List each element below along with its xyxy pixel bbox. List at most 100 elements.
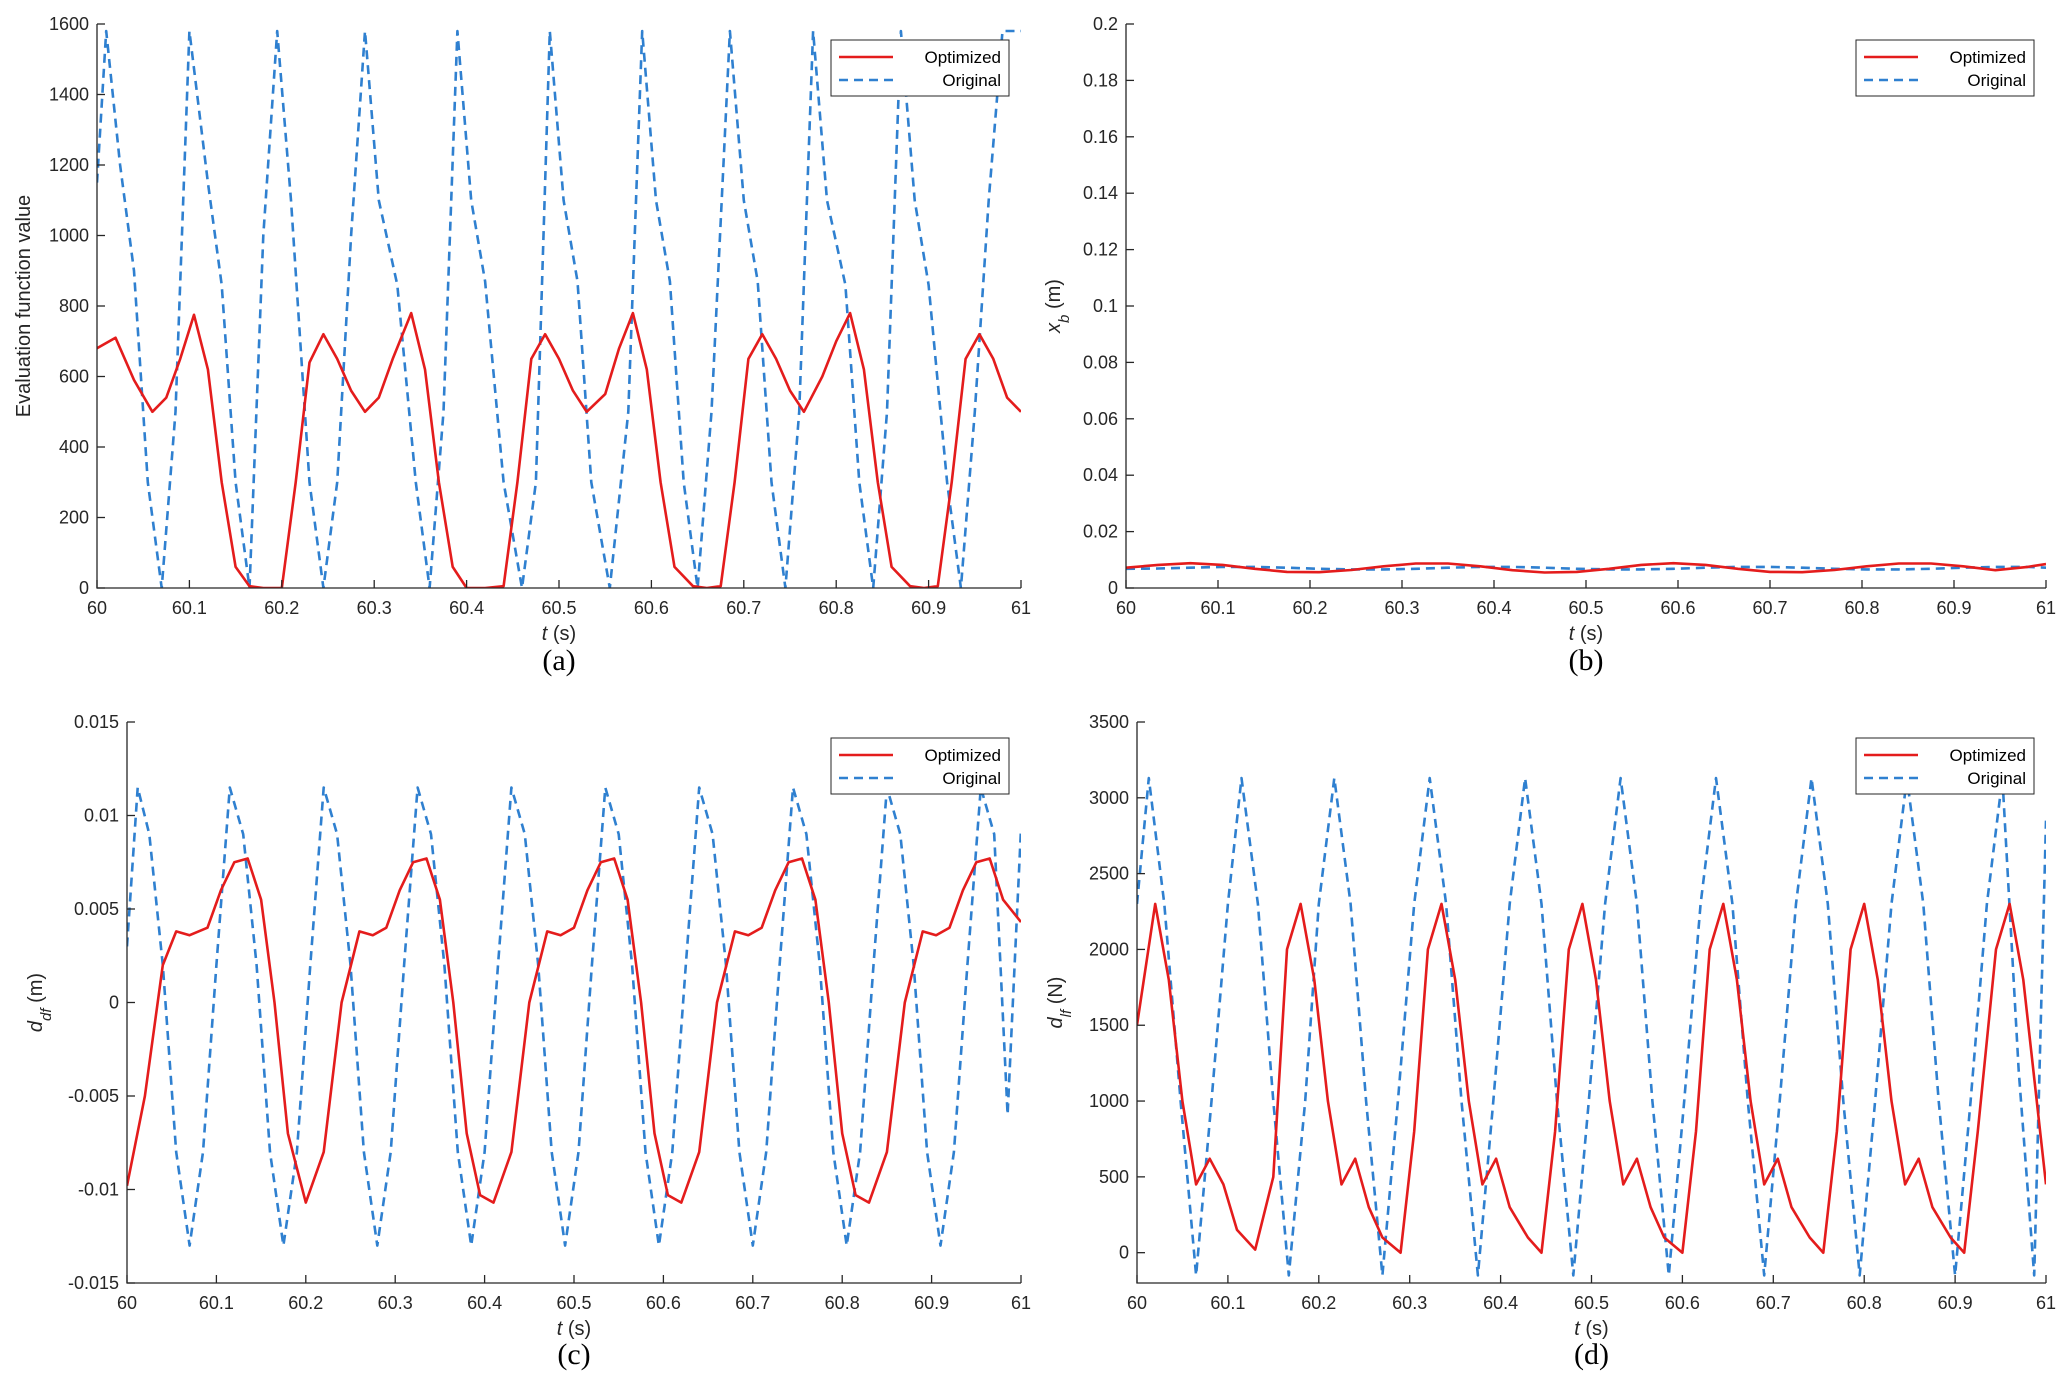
series-line-original (97, 29, 1021, 588)
x-tick-label: 61 (1011, 1293, 1031, 1313)
chart-a: 60 60.1 60.2 60.3 60.4 60.5 60.6 60.7 60.8 60.9 61… (13, 14, 1031, 677)
x-axis-label: t (s) (557, 1318, 591, 1340)
x-tick-label: 60.3 (378, 1293, 413, 1313)
x-tick-label: 60.4 (467, 1293, 502, 1313)
axes-frame (1125, 24, 2046, 589)
x-tick-label: 61 (1011, 598, 1031, 618)
x-tick-label: 60.1 (172, 598, 207, 618)
x-tick-label: 60.6 (1660, 598, 1695, 618)
x-tick-label: 60.6 (634, 598, 669, 618)
series-line-optimized (1126, 561, 2046, 574)
x-tick-label: 60.8 (819, 598, 854, 618)
x-tick-label: 60.7 (735, 1293, 770, 1313)
series-line-original (127, 786, 1021, 1247)
y-tick-label: 0.02 (1083, 522, 1118, 542)
y-tick-label: 0.01 (84, 806, 119, 826)
x-tick-label: 60.2 (1292, 598, 1327, 618)
x-tick-label: 60.9 (911, 598, 946, 618)
y-tick-label: 0.14 (1083, 183, 1118, 203)
legend-entry-original: Original (1967, 769, 2026, 788)
legend-entry-optimized: Optimized (924, 746, 1001, 765)
x-tick-label: 60.5 (1568, 598, 1603, 618)
x-tick-label: 61 (2036, 1293, 2056, 1313)
x-tick-label: 60 (117, 1293, 137, 1313)
y-tick-label: 0.005 (74, 899, 119, 919)
chart-b: 60 60.1 60.2 60.3 60.4 60.5 60.6 60.7 60.8 60.9 61… (1043, 14, 2056, 677)
legend-box (830, 737, 1010, 795)
x-tick-label: 60.9 (914, 1293, 949, 1313)
y-tick-label: 0.015 (74, 712, 119, 732)
y-tick-label: 1600 (49, 14, 89, 34)
y-tick-label: -0.015 (68, 1273, 119, 1293)
legend-box (830, 39, 1010, 97)
x-tick-label: 60.5 (541, 598, 576, 618)
y-tick-label: 0.08 (1083, 352, 1118, 372)
legend-entry-optimized: Optimized (924, 48, 1001, 67)
y-tick-label: 800 (59, 296, 89, 316)
chart-c: 60 60.1 60.2 60.3 60.4 60.5 60.6 60.7 60.8 60.9 61… (25, 712, 1031, 1371)
x-tick-label: 60.4 (449, 598, 484, 618)
y-tick-label: 0 (1119, 1243, 1129, 1263)
y-axis-label: ddf (m) (25, 973, 55, 1032)
y-tick-label: 0.18 (1083, 70, 1118, 90)
x-tick-label: 60.1 (1200, 598, 1235, 618)
chart-d: 60 60.1 60.2 60.3 60.4 60.5 60.6 60.7 60.8 60.9 61… (1045, 712, 2056, 1371)
legend-entry-optimized: Optimized (1949, 48, 2026, 67)
y-tick-label: 0.04 (1083, 465, 1118, 485)
panel-caption: (b) (1569, 644, 1604, 677)
y-tick-label: 2000 (1089, 939, 1129, 959)
x-tick-label: 60.8 (1847, 1293, 1882, 1313)
y-tick-label: 400 (59, 437, 89, 457)
series-line-optimized (127, 857, 1021, 1204)
x-tick-label: 60.5 (1574, 1293, 1609, 1313)
legend: Optimized Original (830, 737, 1010, 795)
y-tick-label: 1500 (1089, 1015, 1129, 1035)
y-tick-label: 0 (79, 578, 89, 598)
axes-frame (126, 722, 1021, 1284)
y-tick-label: -0.005 (68, 1086, 119, 1106)
y-tick-label: 0 (109, 993, 119, 1013)
legend: Optimized Original (830, 39, 1010, 97)
x-tick-label: 60.3 (357, 598, 392, 618)
y-tick-label: 0.1 (1093, 296, 1118, 316)
x-tick-label: 60 (87, 598, 107, 618)
panel-caption: (c) (557, 1338, 590, 1371)
y-tick-label: 1000 (49, 226, 89, 246)
x-tick-label: 60.5 (556, 1293, 591, 1313)
x-tick-label: 60.4 (1483, 1293, 1518, 1313)
series-line-optimized (1137, 902, 2046, 1254)
legend-entry-original: Original (1967, 71, 2026, 90)
y-tick-label: 600 (59, 367, 89, 387)
y-axis-label: xb (m) (1043, 279, 1073, 334)
y-tick-label: 2500 (1089, 864, 1129, 884)
x-tick-label: 60.2 (288, 1293, 323, 1313)
panel-caption: (d) (1574, 1338, 1609, 1371)
x-tick-label: 60.6 (1665, 1293, 1700, 1313)
legend-entry-original: Original (942, 71, 1001, 90)
x-tick-label: 60.3 (1384, 598, 1419, 618)
legend-entry-original: Original (942, 769, 1001, 788)
y-tick-label: 0.06 (1083, 409, 1118, 429)
legend-entry-optimized: Optimized (1949, 746, 2026, 765)
series-line-original (1137, 776, 2046, 1277)
x-axis-label: t (s) (1569, 623, 1603, 645)
panel-caption: (a) (542, 644, 575, 677)
y-tick-label: 3000 (1089, 788, 1129, 808)
x-axis-label: t (s) (542, 623, 576, 645)
x-tick-label: 60 (1127, 1293, 1147, 1313)
y-tick-label: 500 (1099, 1167, 1129, 1187)
y-tick-label: 0 (1108, 578, 1118, 598)
x-tick-label: 60.2 (1301, 1293, 1336, 1313)
y-axis-label: Evaluation function value (13, 195, 35, 417)
x-tick-label: 60.7 (1756, 1293, 1791, 1313)
y-tick-label: 3500 (1089, 712, 1129, 732)
y-tick-label: -0.01 (78, 1180, 119, 1200)
y-tick-label: 0.12 (1083, 240, 1118, 260)
x-tick-label: 60.8 (825, 1293, 860, 1313)
x-tick-label: 60 (1116, 598, 1136, 618)
y-tick-label: 0.16 (1083, 127, 1118, 147)
x-tick-label: 60.1 (199, 1293, 234, 1313)
legend: Optimized Original (1855, 39, 2035, 97)
legend-box (1855, 737, 2035, 795)
legend: Optimized Original (1855, 737, 2035, 795)
